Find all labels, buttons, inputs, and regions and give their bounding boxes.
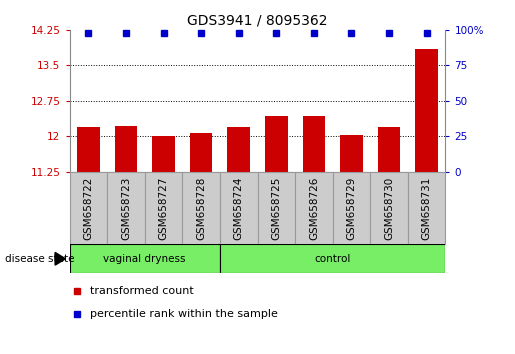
Text: control: control — [315, 254, 351, 264]
Text: GSM658730: GSM658730 — [384, 176, 394, 240]
Bar — [152, 136, 175, 172]
Bar — [145, 172, 182, 244]
Title: GDS3941 / 8095362: GDS3941 / 8095362 — [187, 13, 328, 28]
Text: GSM658728: GSM658728 — [196, 176, 206, 240]
Text: GSM658729: GSM658729 — [347, 176, 356, 240]
Bar — [70, 172, 107, 244]
Bar — [107, 172, 145, 244]
Text: GSM658727: GSM658727 — [159, 176, 168, 240]
Bar — [416, 49, 438, 172]
Text: GSM658725: GSM658725 — [271, 176, 281, 240]
Bar — [408, 172, 445, 244]
Bar — [182, 172, 220, 244]
Bar — [220, 172, 258, 244]
Bar — [295, 172, 333, 244]
Text: transformed count: transformed count — [90, 286, 194, 296]
Bar — [228, 127, 250, 172]
Bar — [265, 116, 287, 172]
Text: GSM658723: GSM658723 — [121, 176, 131, 240]
Bar — [258, 172, 295, 244]
Bar — [77, 127, 99, 172]
Text: GSM658731: GSM658731 — [422, 176, 432, 240]
Bar — [378, 127, 400, 172]
Text: disease state: disease state — [5, 254, 75, 264]
Text: GSM658722: GSM658722 — [83, 176, 93, 240]
Bar — [333, 172, 370, 244]
Polygon shape — [55, 252, 65, 265]
Text: vaginal dryness: vaginal dryness — [104, 254, 186, 264]
Bar — [370, 172, 408, 244]
Bar — [115, 126, 137, 172]
Bar — [340, 135, 363, 172]
Text: GSM658724: GSM658724 — [234, 176, 244, 240]
Text: percentile rank within the sample: percentile rank within the sample — [90, 309, 278, 319]
Bar — [70, 244, 220, 273]
Text: GSM658726: GSM658726 — [309, 176, 319, 240]
Bar — [190, 132, 212, 172]
Bar — [220, 244, 445, 273]
Bar — [303, 115, 325, 172]
